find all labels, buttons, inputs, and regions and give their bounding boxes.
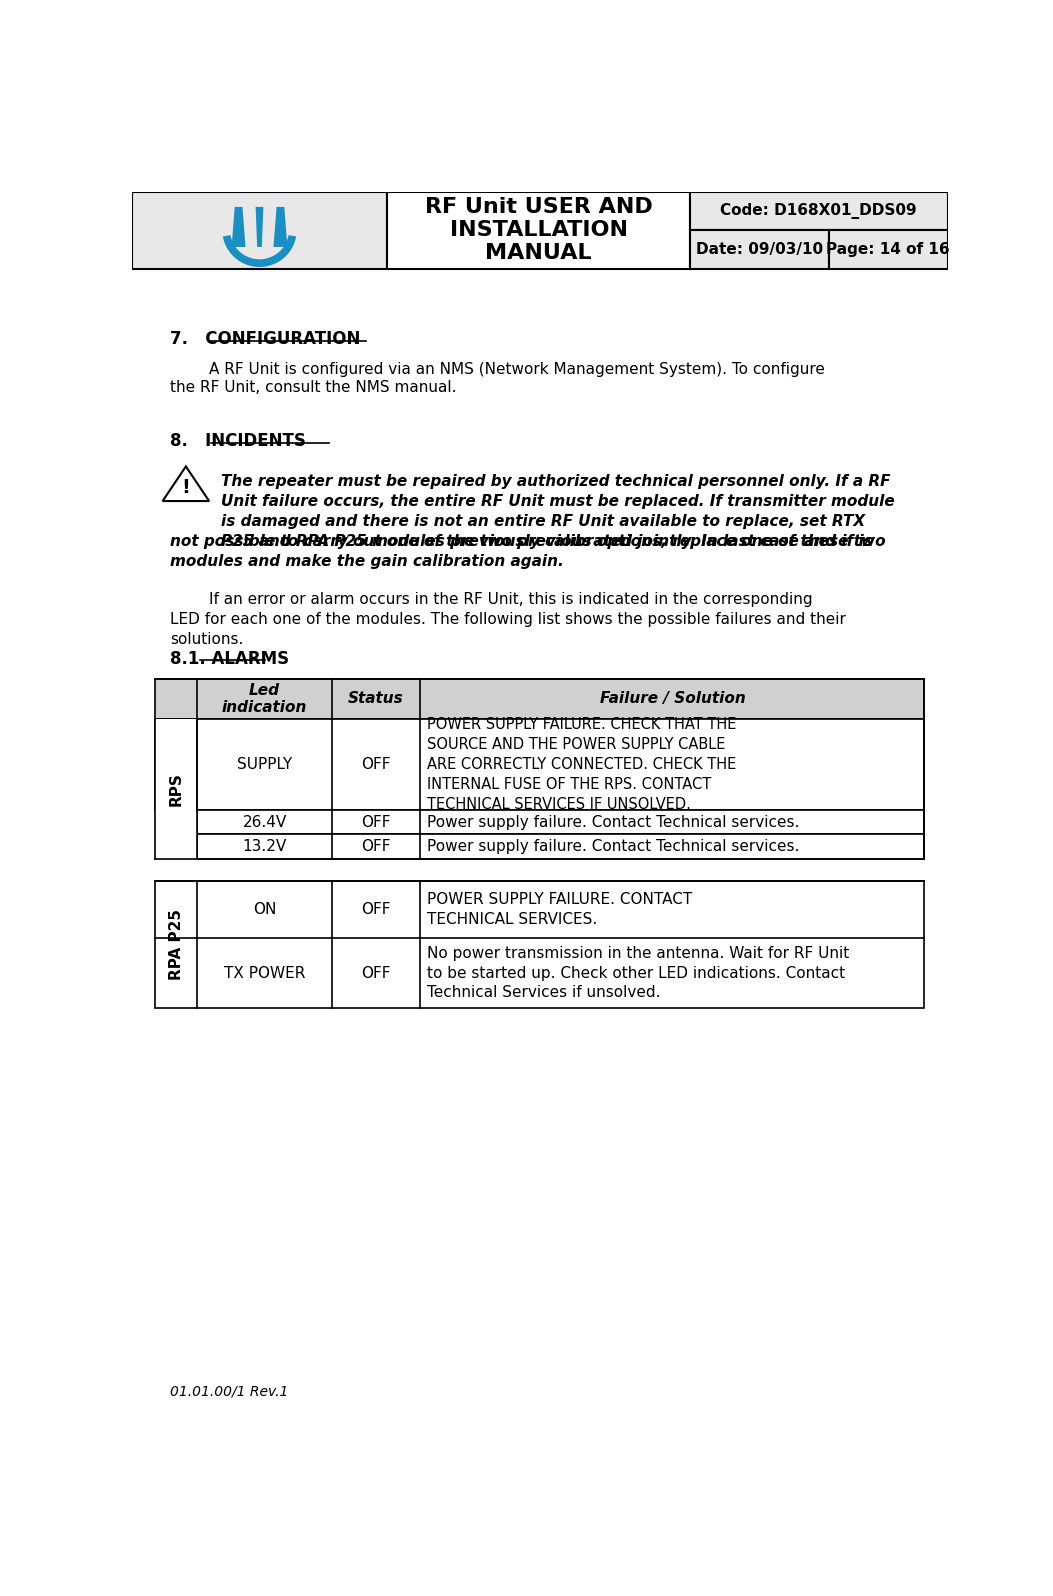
Text: OFF: OFF — [361, 757, 391, 772]
FancyBboxPatch shape — [388, 192, 690, 268]
Text: 8.   INCIDENTS: 8. INCIDENTS — [171, 433, 306, 450]
Text: Code: D168X01_DDS09: Code: D168X01_DDS09 — [720, 203, 916, 219]
Text: OFF: OFF — [361, 839, 391, 854]
FancyBboxPatch shape — [132, 192, 388, 268]
Text: RF Unit USER AND
INSTALLATION
MANUAL: RF Unit USER AND INSTALLATION MANUAL — [424, 196, 653, 263]
Polygon shape — [223, 235, 296, 267]
Text: !: ! — [181, 479, 191, 498]
Text: Led
indication: Led indication — [222, 683, 307, 715]
Text: If an error or alarm occurs in the RF Unit, this is indicated in the correspondi: If an error or alarm occurs in the RF Un… — [171, 592, 847, 646]
Text: 13.2V: 13.2V — [242, 839, 286, 854]
FancyBboxPatch shape — [690, 192, 948, 230]
Text: Failure / Solution: Failure / Solution — [599, 691, 746, 707]
FancyBboxPatch shape — [155, 718, 925, 809]
FancyBboxPatch shape — [197, 809, 925, 835]
Text: ON: ON — [253, 902, 276, 918]
Text: Status: Status — [349, 691, 404, 707]
Text: The repeater must be repaired by authorized technical personnel only. If a RF
Un: The repeater must be repaired by authori… — [221, 474, 894, 549]
Text: RPS: RPS — [168, 772, 183, 806]
Text: Page: 14 of 16: Page: 14 of 16 — [827, 241, 950, 257]
Text: OFF: OFF — [361, 966, 391, 980]
Text: Date: 09/03/10: Date: 09/03/10 — [696, 241, 823, 257]
Text: not possible to carry out one of the two previous options, replace one of these : not possible to carry out one of the two… — [171, 535, 886, 568]
FancyBboxPatch shape — [690, 230, 829, 268]
Text: Power supply failure. Contact Technical services.: Power supply failure. Contact Technical … — [426, 814, 799, 830]
Text: OFF: OFF — [361, 814, 391, 830]
Text: 8.1. ALARMS: 8.1. ALARMS — [171, 650, 290, 667]
Polygon shape — [232, 207, 245, 247]
Text: TX POWER: TX POWER — [224, 966, 305, 980]
FancyBboxPatch shape — [155, 881, 925, 1007]
Text: POWER SUPPLY FAILURE. CHECK THAT THE
SOURCE AND THE POWER SUPPLY CABLE
ARE CORRE: POWER SUPPLY FAILURE. CHECK THAT THE SOU… — [426, 717, 736, 811]
Text: 01.01.00/1 Rev.1: 01.01.00/1 Rev.1 — [171, 1385, 289, 1398]
Text: No power transmission in the antenna. Wait for RF Unit
to be started up. Check o: No power transmission in the antenna. Wa… — [426, 946, 849, 1001]
Text: SUPPLY: SUPPLY — [237, 757, 292, 772]
Text: Power supply failure. Contact Technical services.: Power supply failure. Contact Technical … — [426, 839, 799, 854]
Text: 7.   CONFIGURATION: 7. CONFIGURATION — [171, 330, 361, 348]
Text: 26.4V: 26.4V — [242, 814, 286, 830]
Polygon shape — [162, 466, 210, 501]
Polygon shape — [256, 207, 263, 247]
FancyBboxPatch shape — [155, 678, 925, 718]
Polygon shape — [274, 207, 287, 247]
FancyBboxPatch shape — [829, 230, 948, 268]
Text: POWER SUPPLY FAILURE. CONTACT
TECHNICAL SERVICES.: POWER SUPPLY FAILURE. CONTACT TECHNICAL … — [426, 892, 692, 927]
Text: RPA P25: RPA P25 — [168, 908, 183, 980]
Text: A RF Unit is configured via an NMS (Network Management System). To configure
the: A RF Unit is configured via an NMS (Netw… — [171, 362, 826, 394]
FancyBboxPatch shape — [197, 835, 925, 859]
Text: OFF: OFF — [361, 902, 391, 918]
FancyBboxPatch shape — [155, 718, 197, 859]
